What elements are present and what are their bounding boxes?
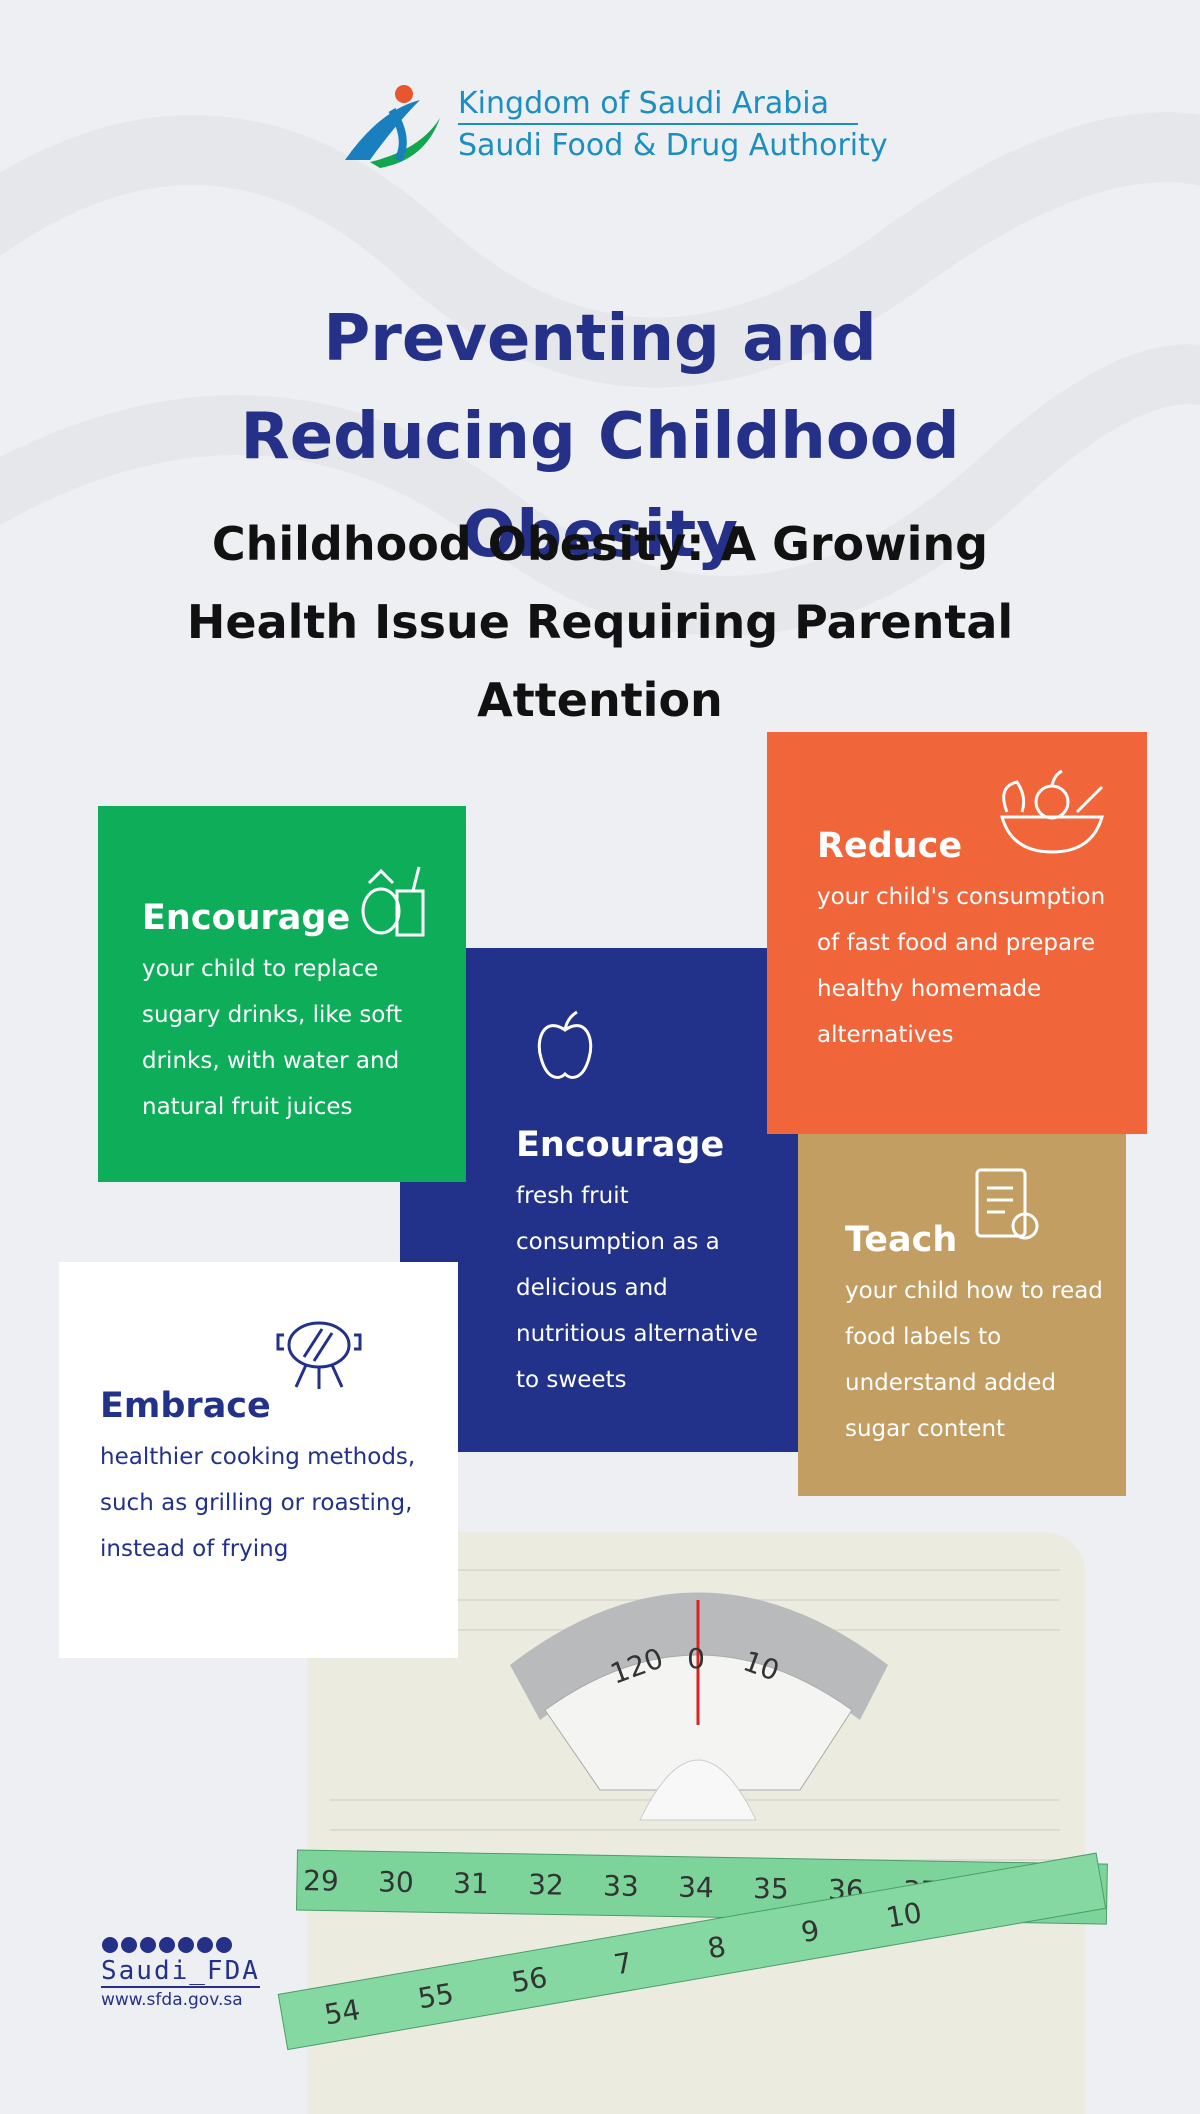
card-heading: Reduce xyxy=(817,826,963,866)
card-body: your child's consumption of fast food an… xyxy=(817,884,1106,1048)
social-icons xyxy=(102,1937,232,1953)
title: Preventing and Reducing Childhood Obesit… xyxy=(240,302,960,572)
logo xyxy=(345,85,858,168)
drink-icon xyxy=(361,866,425,937)
card-heading: Encourage xyxy=(142,898,351,938)
card: Encourage fresh fruit consumption as a de… xyxy=(400,948,798,1452)
card: Reduce your child's consumption of fast f… xyxy=(767,732,1147,1134)
scale-number: 32 xyxy=(528,1868,564,1902)
handle: Saudi_FDA xyxy=(101,1956,260,1988)
bowl-icon xyxy=(1000,769,1104,854)
label-icon xyxy=(975,1168,1039,1240)
card-heading: Teach xyxy=(845,1220,958,1260)
card: Embrace healthier cooking methods, such a… xyxy=(59,1262,458,1658)
org-name: Kingdom of Saudi Arabia xyxy=(458,86,830,121)
card-body: healthier cooking methods, such as grill… xyxy=(100,1444,416,1562)
scale-number: 34 xyxy=(678,1871,714,1905)
url: www.sfda.gov.sa xyxy=(101,1990,243,2010)
scale-number: 29 xyxy=(303,1864,339,1898)
scale-number: 55 xyxy=(415,1977,456,2016)
org-name: Saudi Food & Drug Authority xyxy=(458,128,888,163)
card: Encourage your child to replace sugary dr… xyxy=(98,806,466,1182)
apple-icon xyxy=(537,1010,593,1079)
scale-number: 7 xyxy=(611,1946,634,1982)
scale-number: 35 xyxy=(753,1872,789,1906)
card-body: your child to replace sugary drinks, lik… xyxy=(142,956,403,1120)
scale-number: 33 xyxy=(603,1869,639,1903)
scale-number: 31 xyxy=(453,1867,489,1901)
card-heading: Encourage xyxy=(516,1125,725,1165)
scale-number: 0 xyxy=(687,1642,705,1675)
card: Teach your child how to read food labels … xyxy=(798,1134,1126,1496)
card-body: your child how to read food labels to un… xyxy=(845,1278,1103,1442)
scale-number: 10 xyxy=(884,1896,925,1935)
card-heading: Embrace xyxy=(100,1386,271,1426)
card-body: fresh fruit consumption as a delicious a… xyxy=(516,1183,758,1393)
scale-number: 56 xyxy=(509,1961,550,2000)
scale-number: 8 xyxy=(705,1930,728,1966)
grill-icon xyxy=(276,1321,362,1389)
scale-number: 30 xyxy=(378,1865,414,1899)
subtitle: Childhood Obesity: A Growing Health Issu… xyxy=(186,517,1014,727)
scale-number: 54 xyxy=(322,1993,363,2032)
scale-number: 9 xyxy=(799,1914,822,1950)
